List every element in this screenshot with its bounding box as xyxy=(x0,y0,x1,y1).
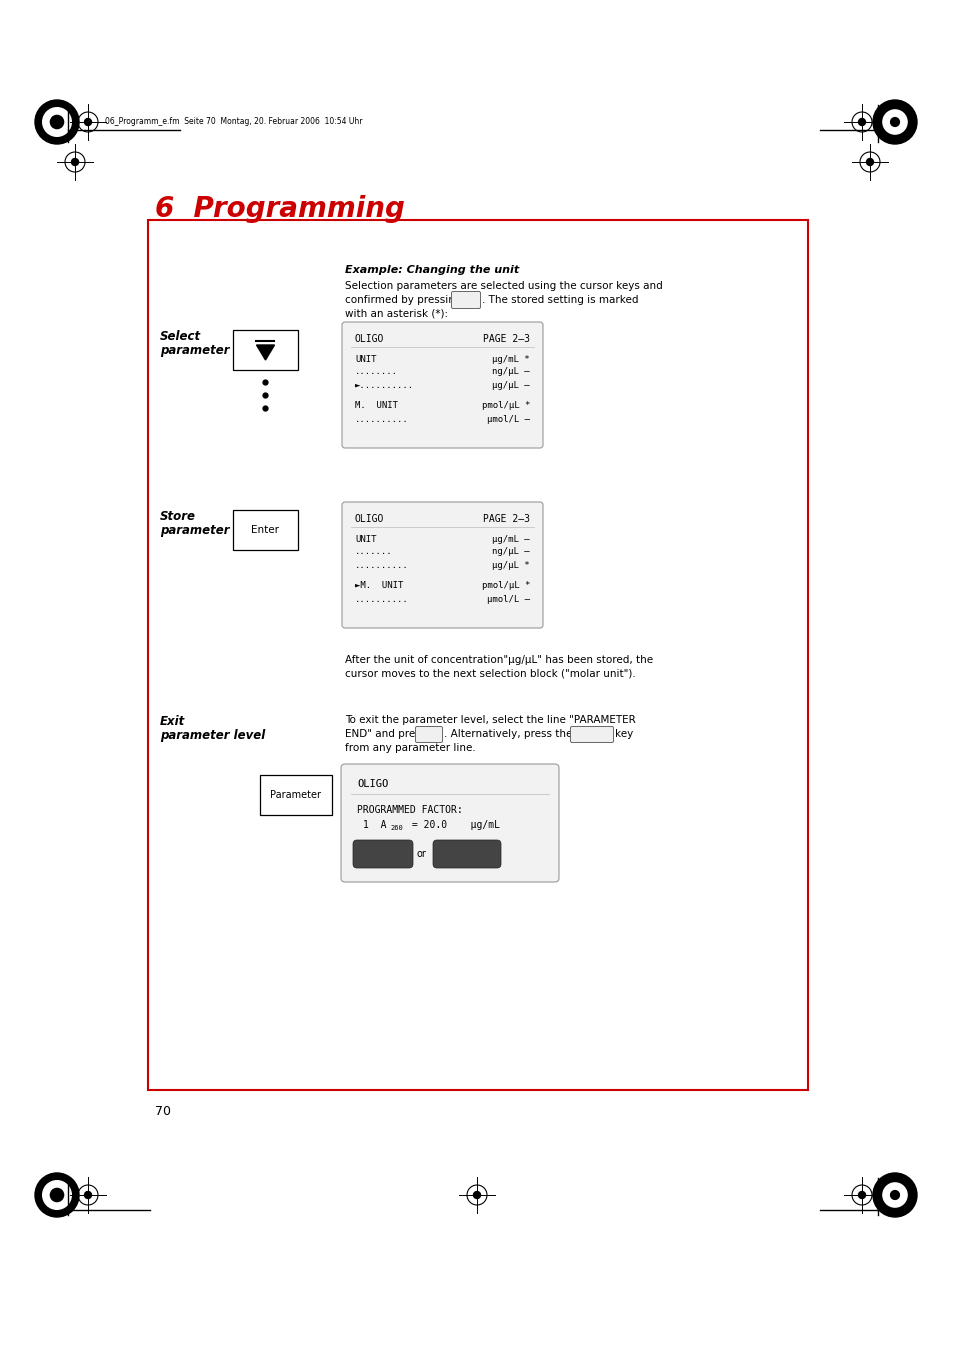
Text: Selection parameters are selected using the cursor keys and: Selection parameters are selected using … xyxy=(345,281,662,292)
FancyBboxPatch shape xyxy=(341,502,542,628)
Text: UNIT: UNIT xyxy=(355,535,376,544)
FancyBboxPatch shape xyxy=(148,220,807,1089)
Text: 06_Programm_e.fm  Seite 70  Montag, 20. Februar 2006  10:54 Uhr: 06_Programm_e.fm Seite 70 Montag, 20. Fe… xyxy=(105,117,362,127)
Circle shape xyxy=(882,1183,906,1207)
Text: END" and press: END" and press xyxy=(345,729,426,738)
Text: OLIGO: OLIGO xyxy=(355,333,384,344)
Circle shape xyxy=(51,1188,64,1202)
Text: = 20.0    μg/mL: = 20.0 μg/mL xyxy=(406,819,499,830)
Text: key: key xyxy=(615,729,633,738)
Text: ng/μL –: ng/μL – xyxy=(492,548,530,556)
Circle shape xyxy=(71,158,78,166)
FancyBboxPatch shape xyxy=(416,726,442,743)
Circle shape xyxy=(473,1192,480,1199)
Circle shape xyxy=(890,117,899,127)
FancyBboxPatch shape xyxy=(340,764,558,882)
Text: Enter: Enter xyxy=(421,732,436,737)
Circle shape xyxy=(872,1173,916,1216)
Text: ►..........: ►.......... xyxy=(355,381,414,390)
Circle shape xyxy=(51,115,64,128)
Circle shape xyxy=(858,1192,864,1199)
Text: or: or xyxy=(416,849,426,859)
Text: Example: Changing the unit: Example: Changing the unit xyxy=(345,265,518,275)
Text: Parameter: Parameter xyxy=(577,732,606,737)
Text: μg/mL –: μg/mL – xyxy=(492,535,530,544)
Text: OLIGO: OLIGO xyxy=(356,779,388,788)
Text: Blank: Blank xyxy=(367,849,398,859)
Text: μg/μL *: μg/μL * xyxy=(492,560,530,570)
Text: pmol/μL *: pmol/μL * xyxy=(481,582,530,590)
Text: .......: ....... xyxy=(355,548,393,556)
Text: PAGE 2–3: PAGE 2–3 xyxy=(482,514,530,524)
Text: ........: ........ xyxy=(355,367,397,377)
Text: Select: Select xyxy=(160,329,201,343)
Text: Store: Store xyxy=(160,510,195,522)
FancyBboxPatch shape xyxy=(260,775,332,815)
FancyBboxPatch shape xyxy=(570,726,613,743)
Text: 6  Programming: 6 Programming xyxy=(154,194,404,223)
Circle shape xyxy=(85,119,91,126)
Text: 70: 70 xyxy=(154,1106,171,1118)
Text: PAGE 2–3: PAGE 2–3 xyxy=(482,333,530,344)
Text: PROGRAMMED FACTOR:: PROGRAMMED FACTOR: xyxy=(356,805,462,815)
Text: μmol/L –: μmol/L – xyxy=(486,594,530,603)
FancyBboxPatch shape xyxy=(233,510,297,549)
Text: cursor moves to the next selection block ("molar unit").: cursor moves to the next selection block… xyxy=(345,670,635,679)
Text: parameter: parameter xyxy=(160,344,230,356)
Text: from any parameter line.: from any parameter line. xyxy=(345,743,476,753)
FancyBboxPatch shape xyxy=(433,840,500,868)
Circle shape xyxy=(882,109,906,134)
FancyBboxPatch shape xyxy=(353,840,413,868)
Text: OLIGO: OLIGO xyxy=(355,514,384,524)
FancyBboxPatch shape xyxy=(233,329,297,370)
Text: μg/mL *: μg/mL * xyxy=(492,355,530,363)
Text: . The stored setting is marked: . The stored setting is marked xyxy=(481,296,638,305)
Polygon shape xyxy=(256,346,274,360)
Text: ng/μL –: ng/μL – xyxy=(492,367,530,377)
Text: After the unit of concentration"μg/μL" has been stored, the: After the unit of concentration"μg/μL" h… xyxy=(345,655,653,666)
Text: Parameter: Parameter xyxy=(271,790,321,801)
Circle shape xyxy=(865,158,873,166)
Circle shape xyxy=(35,1173,79,1216)
Text: Enter: Enter xyxy=(252,525,279,535)
Text: μmol/L –: μmol/L – xyxy=(486,414,530,424)
Text: parameter: parameter xyxy=(160,524,230,537)
Text: with an asterisk (*):: with an asterisk (*): xyxy=(345,309,448,319)
Text: μg/μL –: μg/μL – xyxy=(492,381,530,390)
Text: ..........: .......... xyxy=(355,594,408,603)
Text: Sample: Sample xyxy=(446,849,487,859)
Circle shape xyxy=(85,1192,91,1199)
Circle shape xyxy=(890,1191,899,1199)
Text: Enter: Enter xyxy=(457,297,474,302)
Text: 260: 260 xyxy=(390,825,402,832)
Text: ►M.  UNIT: ►M. UNIT xyxy=(355,582,403,590)
Text: . Alternatively, press the: . Alternatively, press the xyxy=(443,729,572,738)
Text: UNIT: UNIT xyxy=(355,355,376,363)
FancyBboxPatch shape xyxy=(451,292,480,309)
FancyBboxPatch shape xyxy=(341,323,542,448)
Circle shape xyxy=(35,100,79,144)
Text: ..........: .......... xyxy=(355,560,408,570)
Circle shape xyxy=(872,100,916,144)
Text: parameter level: parameter level xyxy=(160,729,265,742)
Text: Exit: Exit xyxy=(160,716,185,728)
Circle shape xyxy=(43,1181,71,1210)
Circle shape xyxy=(43,108,71,136)
Circle shape xyxy=(858,119,864,126)
Text: confirmed by pressing: confirmed by pressing xyxy=(345,296,461,305)
Text: pmol/μL *: pmol/μL * xyxy=(481,401,530,410)
Text: 1  A: 1 A xyxy=(363,819,386,830)
Text: M.  UNIT: M. UNIT xyxy=(355,401,397,410)
Text: To exit the parameter level, select the line "PARAMETER: To exit the parameter level, select the … xyxy=(345,716,635,725)
Text: ..........: .......... xyxy=(355,414,408,424)
